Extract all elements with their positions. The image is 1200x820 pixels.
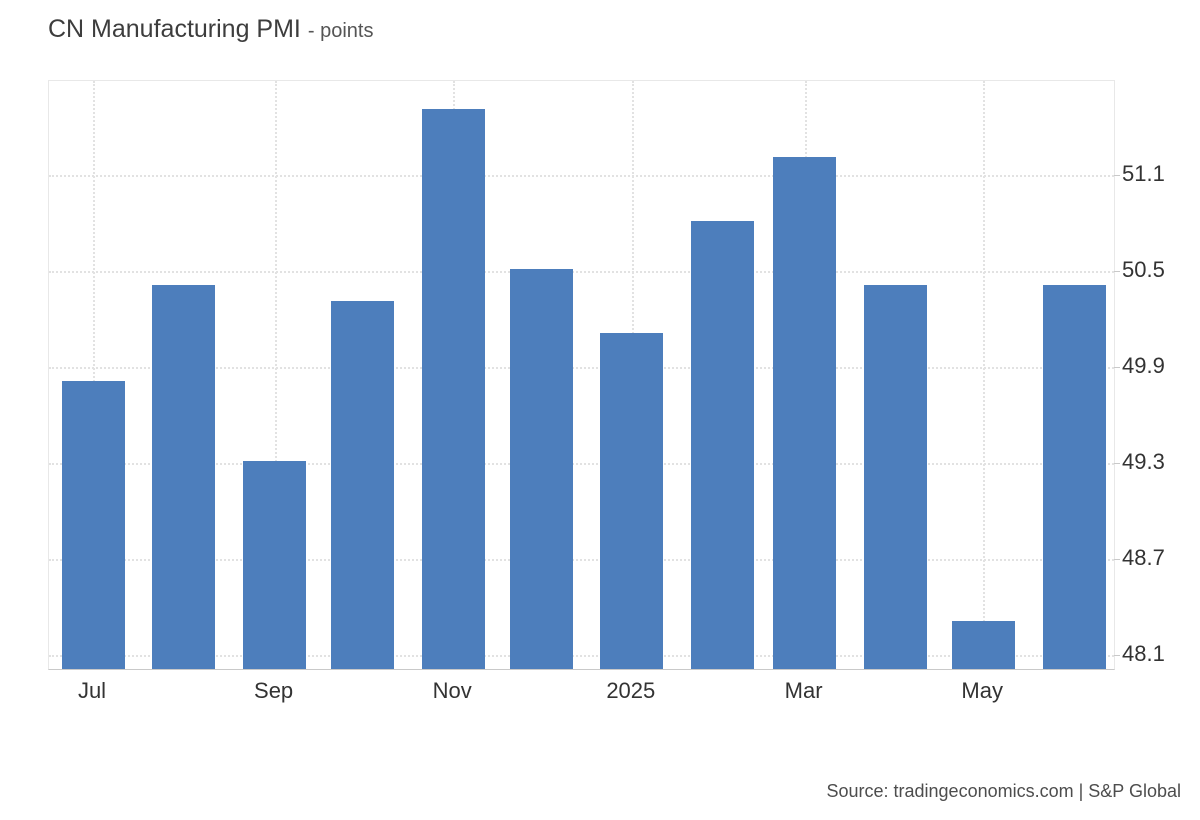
x-tick-label: Nov <box>432 678 472 703</box>
bar-jun-2025[interactable] <box>1042 285 1106 669</box>
x-tick-label: 2025 <box>606 678 656 703</box>
y-tick-mark <box>1114 175 1120 177</box>
v-gridline <box>983 81 986 669</box>
bar-nov-2024[interactable] <box>421 109 485 669</box>
y-tick-label: 48.7 <box>1122 545 1165 571</box>
bar-apr-2025[interactable] <box>863 285 927 669</box>
x-tick-label: Jul <box>77 678 107 703</box>
x-tick-label: Mar <box>784 678 823 703</box>
bar-dec-2024[interactable] <box>509 269 573 669</box>
h-gridline <box>49 559 1114 562</box>
source-text: Source: tradingeconomics.com | S&P Globa… <box>826 781 1181 801</box>
y-tick-mark <box>1114 367 1120 369</box>
y-tick-label: 50.5 <box>1122 257 1165 283</box>
h-gridline <box>49 655 1114 657</box>
v-gridline <box>93 81 95 669</box>
y-tick-mark <box>1114 271 1120 273</box>
h-gridline <box>49 271 1114 274</box>
y-tick-label: 49.3 <box>1122 449 1165 475</box>
v-gridline <box>274 81 277 669</box>
bar-sep-2024[interactable] <box>243 461 307 669</box>
plot-area[interactable] <box>48 80 1120 670</box>
bar-may-2025[interactable] <box>951 621 1015 669</box>
y-tick-label: 48.1 <box>1122 641 1165 666</box>
x-tick-label: Sep <box>254 678 294 703</box>
bar-aug-2024[interactable] <box>152 285 216 669</box>
y-tick-mark <box>1114 655 1120 656</box>
x-tick-label: May <box>961 678 1003 703</box>
bar-feb-2025[interactable] <box>691 221 755 669</box>
y-tick-label: 51.1 <box>1122 161 1165 187</box>
chart-header: CN Manufacturing PMI - points <box>48 15 373 44</box>
chart-title: CN Manufacturing PMI <box>48 15 301 43</box>
h-gridline <box>49 463 1114 466</box>
h-gridline <box>49 175 1114 178</box>
chart-subtitle: - points <box>307 20 374 42</box>
h-gridline <box>49 367 1114 370</box>
bar-jan-2025[interactable] <box>600 333 664 669</box>
bar-jul-2024[interactable] <box>61 381 125 669</box>
bar-mar-2025[interactable] <box>773 157 837 669</box>
bar-oct-2024[interactable] <box>330 301 394 669</box>
y-tick-label: 49.9 <box>1122 353 1165 379</box>
y-tick-mark <box>1114 463 1120 465</box>
y-tick-mark <box>1114 559 1120 561</box>
